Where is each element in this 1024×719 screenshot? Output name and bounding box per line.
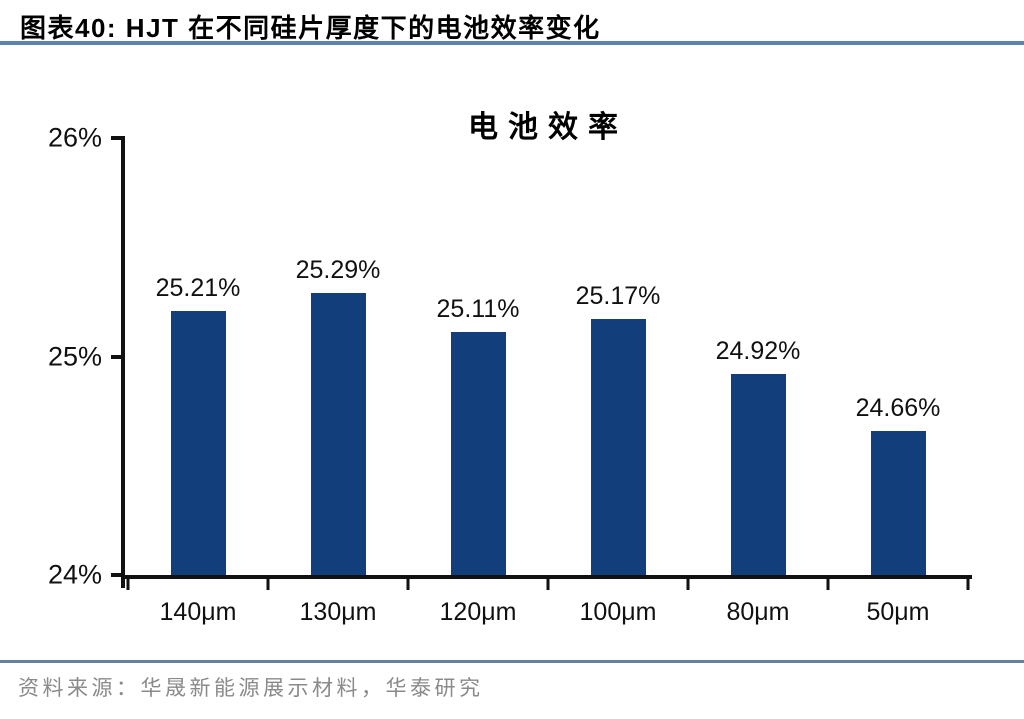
x-tick-label: 140μm [159,598,237,626]
bar-slot: 25.11% [408,138,548,575]
bar [310,293,366,575]
bar-value-label: 25.21% [155,273,241,302]
x-tick-mark [826,579,830,590]
x-axis-line [121,575,972,579]
x-tick-label: 120μm [439,598,517,626]
bar-slot: 25.29% [268,138,408,575]
figure-caption: 图表40: HJT 在不同硅片厚度下的电池效率变化 [20,13,601,43]
bar [870,430,926,575]
bar-value-label: 24.92% [715,336,801,365]
bar [450,332,506,575]
y-tick-label: 25% [47,341,102,371]
bar-slot: 24.66% [828,138,968,575]
x-tick-mark [546,579,550,590]
x-tick-mark [406,579,410,590]
bar [590,319,646,575]
bar-slot: 24.92% [688,138,828,575]
x-tick-label: 80μm [726,598,790,626]
x-tick-label: 50μm [866,598,930,626]
bar-value-label: 25.29% [295,256,381,285]
source-note: 资料来源：华晟新能源展示材料，华泰研究 [18,676,484,700]
figure-footer: 资料来源：华晟新能源展示材料，华泰研究 [0,660,1024,702]
y-axis-line [121,136,125,588]
x-axis-labels: 140μm 130μm 120μm 100μm 80μm 50μm [128,598,968,627]
y-axis: 26% 25% 24% [30,123,124,590]
x-tick-mark [126,579,130,590]
x-tick-mark [966,579,970,590]
y-tick-mark [111,573,124,577]
x-tick-label: 100μm [579,598,657,626]
bar-slot: 25.21% [128,138,268,575]
plot-area: 25.21% 25.29% 25.11% 25.17% 24.92% 24.66% [128,138,968,575]
bar [170,310,226,575]
figure-header: 图表40: HJT 在不同硅片厚度下的电池效率变化 [0,0,1024,45]
y-tick-label: 26% [47,122,102,153]
x-tick-label: 130μm [299,598,377,626]
y-tick-mark [111,136,124,140]
bar-value-label: 24.66% [855,393,941,422]
bar-slot: 25.17% [548,138,688,575]
x-tick-mark [686,579,690,590]
bar-value-label: 25.17% [575,282,661,311]
y-tick-mark [111,354,124,359]
bar-value-label: 25.11% [436,295,520,324]
x-axis-ticks [126,579,970,590]
x-tick-mark [266,579,270,590]
bar [730,373,786,575]
chart-title: 电池效率 [468,111,628,144]
y-tick-label: 24% [47,559,102,590]
